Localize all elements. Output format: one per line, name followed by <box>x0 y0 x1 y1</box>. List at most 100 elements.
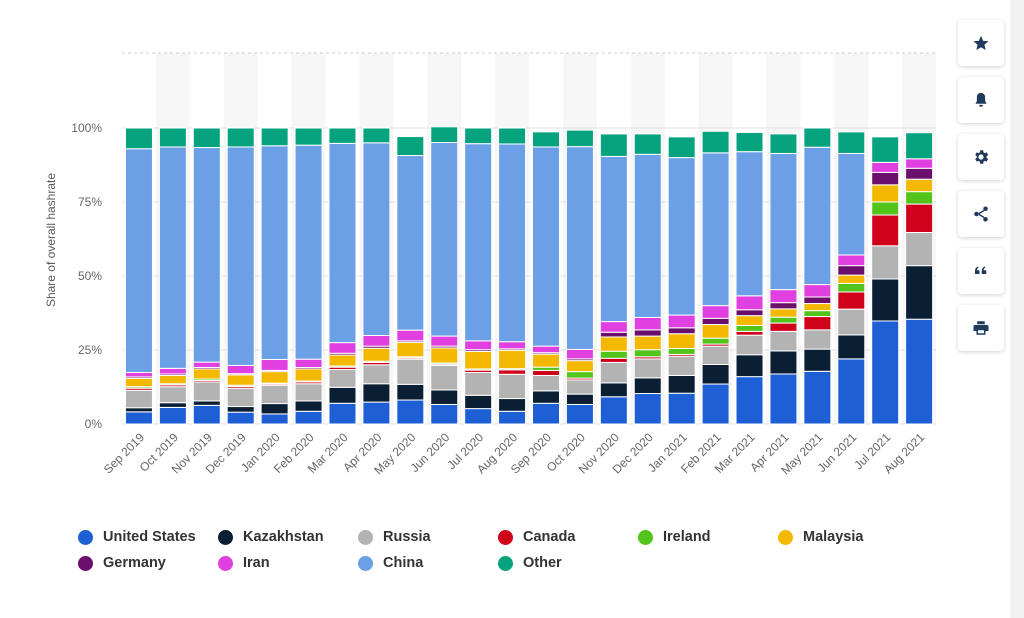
bar-segment-other[interactable] <box>599 133 628 157</box>
bar-segment-russia[interactable] <box>362 364 391 385</box>
bar-segment-other[interactable] <box>667 136 696 159</box>
bar-segment-other[interactable] <box>226 127 255 148</box>
bar-segment-united-states[interactable] <box>430 403 459 425</box>
bar-segment-russia[interactable] <box>599 361 628 384</box>
bar-segment-iran[interactable] <box>633 316 662 331</box>
bar-segment-iran[interactable] <box>532 345 560 354</box>
bar-segment-russia[interactable] <box>226 387 255 408</box>
bar-segment-china[interactable] <box>328 142 357 344</box>
bar-segment-kazakhstan[interactable] <box>599 382 628 398</box>
bar-segment-kazakhstan[interactable] <box>735 354 764 378</box>
legend-item[interactable]: China <box>358 554 498 572</box>
bar-segment-kazakhstan[interactable] <box>294 400 323 412</box>
bar-segment-other[interactable] <box>158 127 187 148</box>
bar-segment-china[interactable] <box>633 153 662 318</box>
bar-segment-iran[interactable] <box>871 161 900 173</box>
bar-segment-iran[interactable] <box>769 289 798 304</box>
bar-segment-other[interactable] <box>905 132 934 160</box>
bar-segment-united-states[interactable] <box>294 410 323 425</box>
bar-segment-russia[interactable] <box>396 358 425 385</box>
bar-segment-malaysia[interactable] <box>226 374 255 386</box>
legend-item[interactable]: Russia <box>358 528 498 546</box>
bar-segment-kazakhstan[interactable] <box>633 377 662 395</box>
bar-segment-russia[interactable] <box>667 355 696 376</box>
bar-segment-china[interactable] <box>192 147 221 363</box>
bar-segment-united-states[interactable] <box>633 393 662 425</box>
bar-segment-iran[interactable] <box>226 364 255 375</box>
bar-segment-russia[interactable] <box>498 373 527 400</box>
bar-segment-germany[interactable] <box>803 296 832 305</box>
bar-segment-russia[interactable] <box>735 334 764 356</box>
bar-segment-malaysia[interactable] <box>837 274 866 284</box>
bar-segment-iran[interactable] <box>837 254 866 267</box>
bar-segment-russia[interactable] <box>905 231 934 267</box>
bar-segment-kazakhstan[interactable] <box>871 278 900 322</box>
bar-segment-united-states[interactable] <box>124 411 153 425</box>
legend-item[interactable]: Canada <box>498 528 638 546</box>
bar-segment-ireland[interactable] <box>769 316 798 324</box>
bar-segment-canada[interactable] <box>532 369 560 376</box>
bar-segment-united-states[interactable] <box>871 320 900 425</box>
bar-segment-malaysia[interactable] <box>362 347 391 362</box>
bar-segment-iran[interactable] <box>735 295 764 311</box>
bar-segment-china[interactable] <box>532 146 560 347</box>
bar-segment-united-states[interactable] <box>464 408 493 425</box>
bar-segment-kazakhstan[interactable] <box>362 383 391 403</box>
bar-segment-china[interactable] <box>769 152 798 291</box>
bar-segment-other[interactable] <box>396 136 425 157</box>
bar-segment-other[interactable] <box>532 131 560 148</box>
bar-segment-russia[interactable] <box>328 369 357 388</box>
bar-segment-iran[interactable] <box>192 361 221 368</box>
bar-segment-other[interactable] <box>633 133 662 155</box>
bar-segment-china[interactable] <box>464 143 493 342</box>
legend-item[interactable]: Other <box>498 554 638 572</box>
bar-segment-germany[interactable] <box>599 331 628 338</box>
bar-segment-russia[interactable] <box>192 381 221 402</box>
bar-segment-malaysia[interactable] <box>633 335 662 351</box>
bar-segment-russia[interactable] <box>769 330 798 352</box>
bar-segment-russia[interactable] <box>430 364 459 391</box>
bar-segment-ireland[interactable] <box>735 324 764 332</box>
bar-segment-kazakhstan[interactable] <box>328 386 357 404</box>
bar-segment-other[interactable] <box>565 129 594 148</box>
bar-segment-ireland[interactable] <box>599 350 628 359</box>
bar-segment-iran[interactable] <box>464 340 493 351</box>
bar-segment-other[interactable] <box>124 127 153 150</box>
bar-segment-china[interactable] <box>565 146 594 350</box>
bar-segment-china[interactable] <box>803 146 832 286</box>
bar-segment-russia[interactable] <box>260 384 289 405</box>
bar-segment-russia[interactable] <box>464 371 493 396</box>
legend-item[interactable]: Iran <box>218 554 358 572</box>
bar-segment-kazakhstan[interactable] <box>565 393 594 405</box>
bar-segment-malaysia[interactable] <box>192 368 221 380</box>
bar-segment-united-states[interactable] <box>599 396 628 425</box>
bar-segment-russia[interactable] <box>837 308 866 336</box>
legend-item[interactable]: Malaysia <box>778 528 918 546</box>
bar-segment-malaysia[interactable] <box>396 341 425 358</box>
bar-segment-malaysia[interactable] <box>769 308 798 318</box>
bar-segment-malaysia[interactable] <box>565 360 594 373</box>
bar-segment-united-states[interactable] <box>667 392 696 425</box>
bar-segment-other[interactable] <box>294 127 323 146</box>
bar-segment-malaysia[interactable] <box>871 184 900 203</box>
bar-segment-other[interactable] <box>192 127 221 149</box>
bar-segment-kazakhstan[interactable] <box>158 402 187 408</box>
bar-segment-kazakhstan[interactable] <box>430 389 459 405</box>
bar-segment-iran[interactable] <box>362 334 391 347</box>
bar-segment-china[interactable] <box>430 142 459 337</box>
bar-segment-other[interactable] <box>260 127 289 147</box>
bar-segment-united-states[interactable] <box>905 318 934 425</box>
favorite-button[interactable] <box>958 20 1004 66</box>
bar-segment-united-states[interactable] <box>769 373 798 425</box>
bar-segment-russia[interactable] <box>701 345 730 366</box>
bar-segment-malaysia[interactable] <box>599 336 628 352</box>
bar-segment-other[interactable] <box>837 131 866 154</box>
bar-segment-iran[interactable] <box>158 367 187 375</box>
bar-segment-kazakhstan[interactable] <box>192 400 221 406</box>
bar-segment-malaysia[interactable] <box>260 371 289 384</box>
bar-segment-kazakhstan[interactable] <box>905 265 934 320</box>
bar-segment-kazakhstan[interactable] <box>498 398 527 412</box>
bar-segment-united-states[interactable] <box>226 411 255 425</box>
bar-segment-iran[interactable] <box>803 284 832 298</box>
bar-segment-kazakhstan[interactable] <box>667 374 696 394</box>
